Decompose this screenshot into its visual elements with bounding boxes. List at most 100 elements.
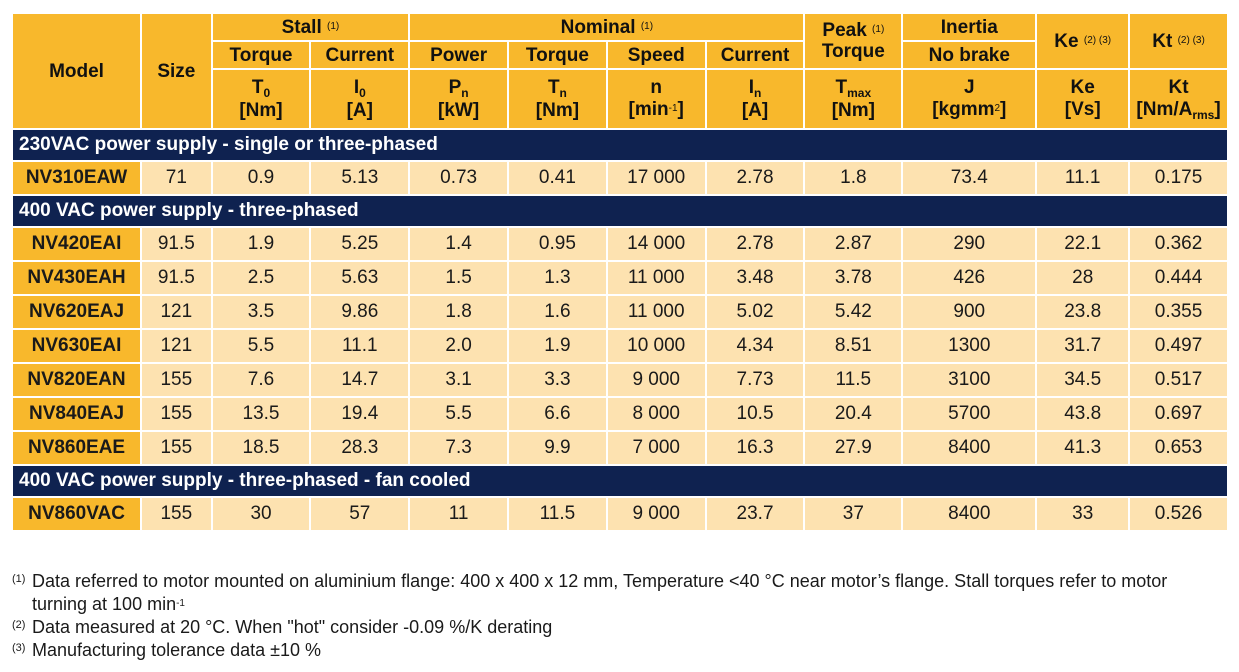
header-model: Model xyxy=(10,12,143,130)
table-row: NV630EAI 121 5.5 11.1 2.0 1.9 10 000 4.34 8.51 13… xyxy=(10,328,1229,364)
table-cell: 155 xyxy=(140,396,213,432)
unit-ke: Ke [Vs] xyxy=(1035,68,1131,130)
section-title: 400 VAC power supply - three-phased - fa… xyxy=(11,464,1229,498)
header-nominal: Nominal (1) xyxy=(408,12,806,42)
section-header: 400 VAC power supply - three-phased xyxy=(11,194,1229,228)
table-cell: 11.5 xyxy=(507,496,608,532)
model-cell: NV310EAW xyxy=(10,160,143,196)
table-cell: 0.355 xyxy=(1128,294,1229,330)
section-title: 230VAC power supply - single or three-ph… xyxy=(11,128,1229,162)
table-row: NV860VAC 155 30 57 11 11.5 9 000 23.7 37 8400 33 0.… xyxy=(10,496,1229,532)
table-row: NV620EAJ 121 3.5 9.86 1.8 1.6 11 000 5.02 5.42 90… xyxy=(10,294,1229,330)
table-cell: 30 xyxy=(210,496,312,532)
unit-nominal-power: Pn [kW] xyxy=(408,68,510,130)
table-cell: 34.5 xyxy=(1035,362,1131,398)
unit-stall-torque: T0 [Nm] xyxy=(210,68,312,130)
table-cell: 900 xyxy=(901,294,1038,330)
unit-inertia: J [kgmm2] xyxy=(901,68,1038,130)
table-cell: 4.34 xyxy=(704,328,806,364)
footnote-superscript: -1 xyxy=(176,598,185,609)
table-cell: 2.0 xyxy=(408,328,510,364)
footnote-number: (1) xyxy=(12,573,26,585)
table-cell: 0.175 xyxy=(1128,160,1229,196)
table-cell: 1.4 xyxy=(408,226,510,262)
header-stall: Stall (1) xyxy=(210,12,411,42)
table-cell: 0.95 xyxy=(507,226,608,262)
table-cell: 11.1 xyxy=(1035,160,1131,196)
table-cell: 73.4 xyxy=(901,160,1038,196)
table-cell: 5.5 xyxy=(210,328,312,364)
table-cell: 14 000 xyxy=(605,226,707,262)
model-cell: NV820EAN xyxy=(10,362,143,398)
model-cell: NV860EAE xyxy=(10,430,143,466)
table-cell: 290 xyxy=(901,226,1038,262)
header-kt: Kt (2) (3) xyxy=(1128,12,1229,70)
header-inertia: Inertia xyxy=(901,12,1038,42)
footnote-text-main: Data measured at 20 °C. When "hot" consi… xyxy=(32,617,553,637)
table-cell: 91.5 xyxy=(140,226,213,262)
unit-nominal-torque: Tn [Nm] xyxy=(507,68,608,130)
table-cell: 2.5 xyxy=(210,260,312,296)
table-row: NV820EAN 155 7.6 14.7 3.1 3.3 9 000 7.73 11.5 310… xyxy=(10,362,1229,398)
table-cell: 13.5 xyxy=(210,396,312,432)
table-cell: 11 xyxy=(408,496,510,532)
table-cell: 11.5 xyxy=(803,362,904,398)
table-cell: 10.5 xyxy=(704,396,806,432)
table-cell: 7.73 xyxy=(704,362,806,398)
table-cell: 7 000 xyxy=(605,430,707,466)
table-cell: 0.653 xyxy=(1128,430,1229,466)
table-cell: 43.8 xyxy=(1035,396,1131,432)
table-row: NV420EAI 91.5 1.9 5.25 1.4 0.95 14 000 2.78 2.87… xyxy=(10,226,1229,262)
table-cell: 8400 xyxy=(901,430,1038,466)
table-cell: 5.5 xyxy=(408,396,510,432)
table-row: NV860EAE 155 18.5 28.3 7.3 9.9 7 000 16.3 27.9 84… xyxy=(10,430,1229,466)
section-header: 400 VAC power supply - three-phased - fa… xyxy=(11,464,1229,498)
table-cell: 8.51 xyxy=(803,328,904,364)
table-cell: 155 xyxy=(140,496,213,532)
table-cell: 155 xyxy=(140,430,213,466)
table-cell: 57 xyxy=(309,496,411,532)
table-cell: 0.444 xyxy=(1128,260,1229,296)
table-row: NV840EAJ 155 13.5 19.4 5.5 6.6 8 000 10.5 20.4 57… xyxy=(10,396,1229,432)
model-cell: NV420EAI xyxy=(10,226,143,262)
table-cell: 41.3 xyxy=(1035,430,1131,466)
motor-spec-table: Model Size Stall (1) Nominal (1) Peak (1… xyxy=(10,12,1229,532)
section-title: 400 VAC power supply - three-phased xyxy=(11,194,1229,228)
unit-kt: Kt [Nm/Arms] xyxy=(1128,68,1229,130)
model-cell: NV620EAJ xyxy=(10,294,143,330)
table-cell: 27.9 xyxy=(803,430,904,466)
table-cell: 8400 xyxy=(901,496,1038,532)
table-cell: 0.526 xyxy=(1128,496,1229,532)
table-cell: 5.02 xyxy=(704,294,806,330)
table-cell: 19.4 xyxy=(309,396,411,432)
table-cell: 17 000 xyxy=(605,160,707,196)
table-cell: 1.6 xyxy=(507,294,608,330)
footnote-text: Manufacturing tolerance data ±10 % xyxy=(32,639,321,662)
unit-nominal-speed: n [min-1] xyxy=(605,68,707,130)
header-nominal-torque: Torque xyxy=(507,40,608,70)
footnote-text: Data referred to motor mounted on alumin… xyxy=(32,570,1227,616)
header-stall-torque: Torque xyxy=(210,40,312,70)
table-cell: 155 xyxy=(140,362,213,398)
unit-nominal-current: In [A] xyxy=(704,68,806,130)
header-nominal-power: Power xyxy=(408,40,510,70)
header-nominal-speed: Speed xyxy=(605,40,707,70)
footnote-text: Data measured at 20 °C. When "hot" consi… xyxy=(32,616,552,639)
unit-stall-current: I0 [A] xyxy=(309,68,411,130)
table-cell: 11 000 xyxy=(605,260,707,296)
section-header: 230VAC power supply - single or three-ph… xyxy=(11,128,1229,162)
table-cell: 22.1 xyxy=(1035,226,1131,262)
table-cell: 9 000 xyxy=(605,496,707,532)
table-cell: 10 000 xyxy=(605,328,707,364)
table-cell: 31.7 xyxy=(1035,328,1131,364)
table-cell: 426 xyxy=(901,260,1038,296)
table-cell: 20.4 xyxy=(803,396,904,432)
table-cell: 5.25 xyxy=(309,226,411,262)
footnote-number: (3) xyxy=(12,642,26,654)
table-cell: 18.5 xyxy=(210,430,312,466)
table-cell: 1.5 xyxy=(408,260,510,296)
table-cell: 1.9 xyxy=(507,328,608,364)
table-cell: 28.3 xyxy=(309,430,411,466)
table-cell: 7.6 xyxy=(210,362,312,398)
table-cell: 71 xyxy=(140,160,213,196)
